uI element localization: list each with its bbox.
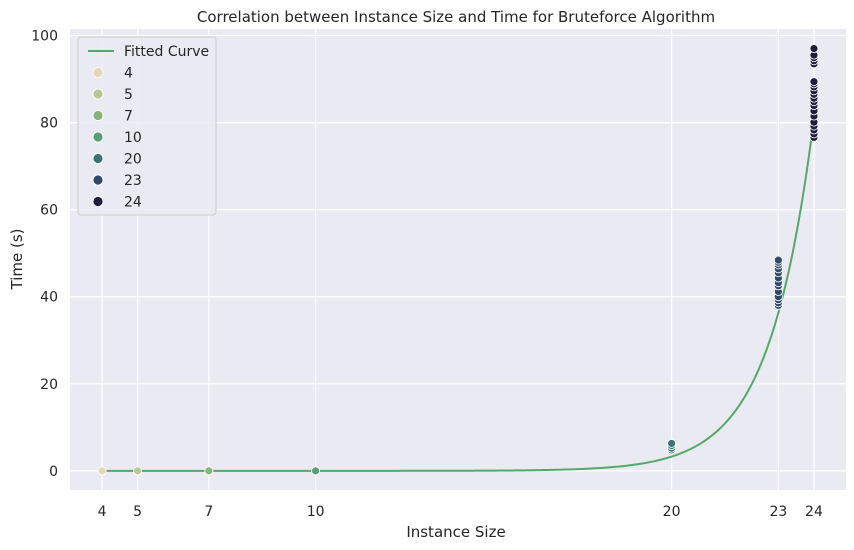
scatter-point-7 bbox=[204, 466, 214, 476]
scatter-point-23 bbox=[773, 255, 783, 265]
legend-label-20: 20 bbox=[124, 152, 142, 168]
x-axis-label: Instance Size bbox=[406, 523, 505, 541]
legend-label-4: 4 bbox=[124, 66, 133, 82]
y-tick-label: 80 bbox=[40, 116, 58, 132]
x-tick-label: 4 bbox=[98, 504, 107, 520]
scatter-point-10 bbox=[311, 466, 321, 476]
y-axis-label: Time (s) bbox=[8, 229, 26, 291]
scatter-point-20 bbox=[667, 439, 676, 448]
legend-marker-23 bbox=[92, 174, 104, 186]
x-tick-label: 20 bbox=[663, 504, 681, 520]
fitted-curve-layer bbox=[102, 118, 815, 472]
x-tick-label: 7 bbox=[204, 504, 213, 520]
legend-box bbox=[77, 36, 217, 216]
legend: Fitted Curve 4 5 7 10 20 23 24 bbox=[77, 36, 217, 216]
x-tick-label: 5 bbox=[133, 504, 142, 520]
points-layer bbox=[97, 44, 819, 476]
legend-label-23: 23 bbox=[124, 173, 142, 189]
scatter-point-5 bbox=[133, 466, 143, 476]
legend-label-24: 24 bbox=[124, 195, 142, 211]
y-tick-label: 20 bbox=[40, 377, 58, 393]
chart-title: Correlation between Instance Size and Ti… bbox=[197, 8, 715, 26]
legend-label-10: 10 bbox=[124, 130, 142, 146]
legend-label-7: 7 bbox=[124, 109, 133, 125]
legend-marker-20 bbox=[92, 153, 104, 164]
legend-marker-24 bbox=[92, 196, 104, 207]
legend-marker-10 bbox=[92, 131, 104, 143]
x-tick-labels: 4 5 7 10 20 23 24 bbox=[98, 504, 823, 520]
legend-marker-5 bbox=[92, 88, 104, 100]
x-tick-label: 10 bbox=[307, 504, 325, 520]
y-tick-label: 0 bbox=[49, 464, 58, 480]
legend-marker-7 bbox=[92, 110, 104, 121]
y-tick-label: 60 bbox=[40, 203, 58, 219]
y-tick-labels: 0 20 40 60 80 100 bbox=[31, 29, 58, 480]
scatter-point-24 bbox=[809, 77, 819, 87]
legend-label-5: 5 bbox=[124, 87, 133, 103]
x-tick-label: 24 bbox=[805, 504, 823, 520]
legend-marker-4 bbox=[92, 67, 104, 78]
x-tick-label: 23 bbox=[769, 504, 787, 520]
y-tick-label: 40 bbox=[40, 290, 58, 306]
y-tick-label: 100 bbox=[31, 29, 58, 45]
legend-label-fitted-curve: Fitted Curve bbox=[124, 44, 209, 60]
fitted-curve-line bbox=[102, 118, 815, 472]
scatter-point-4 bbox=[97, 466, 107, 476]
legend-items: Fitted Curve 4 5 7 10 20 23 24 bbox=[88, 44, 209, 211]
scatter-point-24 bbox=[809, 44, 819, 53]
